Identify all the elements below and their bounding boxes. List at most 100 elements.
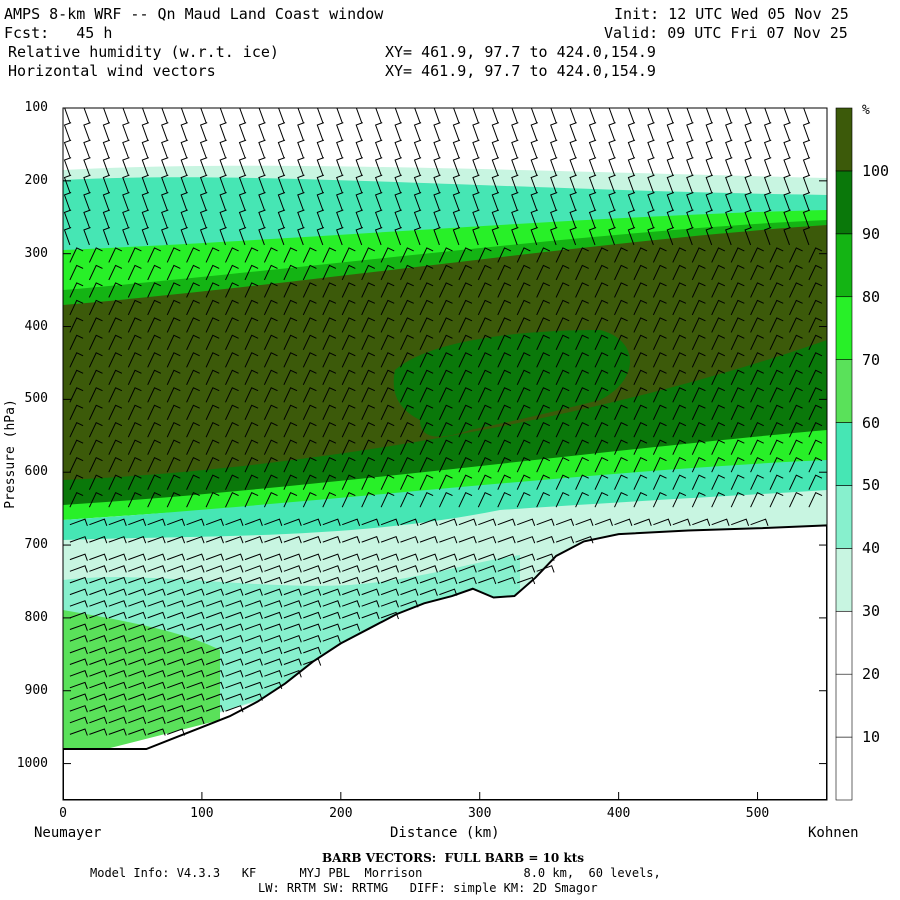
wind-barb [108,693,127,701]
wind-barb [438,317,453,333]
wind-barb [652,299,667,316]
wind-barb [536,439,551,455]
wind-barb [322,457,337,473]
wind-barb [361,588,380,596]
wind-barb [127,369,142,386]
wind-barb [497,536,516,544]
wind-barb [277,227,286,246]
wind-barb [341,492,356,508]
wind-barb [244,553,263,561]
wind-barb [283,536,302,544]
wind-barb [802,174,811,193]
wind-barb [69,716,88,725]
wind-barb [628,108,635,123]
wind-barb [594,264,609,281]
wind-barb [244,352,259,368]
wind-barb [199,174,208,193]
wind-barb [147,422,162,438]
wind-barb [244,387,259,403]
wind-barb [672,518,691,526]
wind-barb [517,553,536,561]
wind-barb [550,174,558,193]
rh-band-lower-green [63,430,827,520]
wind-barb [769,474,784,490]
y-tick-label: 700 [24,537,48,553]
wind-barb [342,576,361,585]
wind-barb [225,422,239,438]
wind-barb [205,404,220,421]
wind-barb [491,227,500,246]
wind-barb [575,404,589,421]
wind-barb [225,299,239,316]
wind-barb [69,600,88,608]
wind-barb [491,157,500,176]
wind-barb [108,716,127,725]
wind-barb [225,387,239,403]
wind-barb [64,108,71,123]
wind-barb [647,174,655,193]
wind-barb [166,317,181,333]
wind-barb [627,209,636,228]
wind-barb [167,588,186,596]
wind-barb [225,553,244,561]
wind-barb [614,282,628,298]
wind-barb [614,518,633,526]
wind-barb [88,299,103,316]
wind-barb [730,317,745,333]
wind-barb [108,670,127,678]
wind-barb [141,157,149,176]
y-tick-label: 1000 [16,755,48,771]
wind-barb [336,108,343,123]
wind-barb [83,157,91,176]
wind-barb [477,439,492,455]
wind-barb [763,227,772,246]
wind-barb [361,299,376,316]
wind-barb [536,264,551,281]
physics-info: LW: RRTM SW: RRTMG DIFF: simple KM: 2D S… [258,881,598,895]
wind-barb [438,247,453,263]
wind-barb [594,422,609,438]
wind-barb [147,474,162,490]
wind-barb [633,404,648,421]
wind-barb [342,553,361,561]
wind-barb [380,588,399,596]
wind-barb [614,404,628,421]
wind-barb [438,299,453,316]
wind-barb [400,565,419,573]
wind-barb [725,227,733,246]
wind-barb [477,457,492,473]
wind-barb [491,209,500,228]
wind-barb [122,174,130,193]
wind-barb [322,439,337,455]
wind-barb [691,439,706,455]
wind-barb [555,247,570,263]
wind-barb [186,658,205,666]
wind-barb [127,422,142,438]
wind-barb [413,139,422,158]
wind-barb [802,209,811,228]
wind-barb [166,387,181,403]
wind-barb [108,387,123,403]
wind-barb [63,192,72,211]
wind-barb [167,611,186,620]
wind-barb [588,209,597,228]
wind-barb [283,387,298,403]
wind-barb [355,174,363,193]
colorbar-swatch [835,736,853,801]
wind-barb [763,157,772,176]
wind-barb [127,457,142,473]
wind-barb [263,299,278,316]
wind-barb [594,317,609,333]
wind-barb [263,492,278,508]
wind-barb [438,352,453,368]
x-tick-label: 400 [606,806,631,821]
wind-barb [536,352,551,368]
wind-barb [530,227,538,246]
wind-barb [666,174,675,193]
wind-barb [711,334,726,351]
wind-barb [400,553,419,561]
wind-barb [725,139,733,158]
wind-barb [550,157,558,176]
wind-barb [750,492,764,508]
wind-barb [530,108,538,123]
